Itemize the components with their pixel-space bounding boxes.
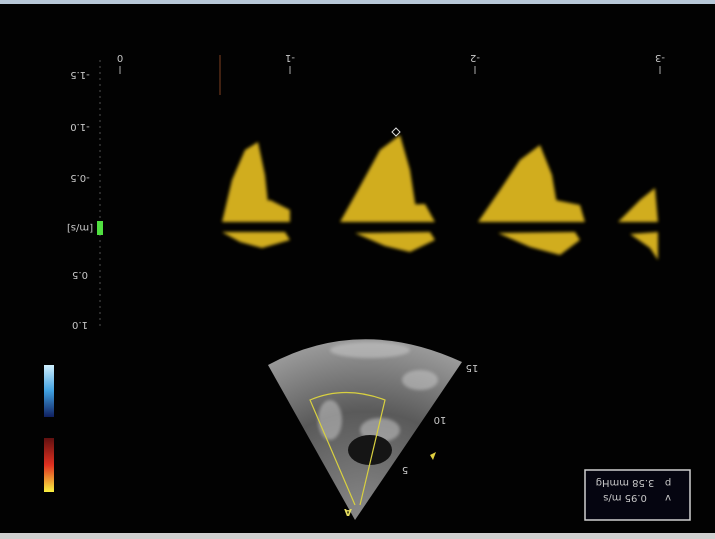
baseline-marker (97, 221, 103, 235)
measurements: p 3.58 mmHg v 0.95 m/s (596, 477, 672, 503)
sample-box (309, 391, 386, 506)
peak-marker (391, 127, 401, 137)
velocity-label: 1.0 (72, 319, 88, 330)
time-label: -3 (655, 52, 665, 63)
velocity-labels: -1.5 -1.0 -0.5 [m/s] 0.5 1.0 (67, 69, 93, 330)
depth-label: 10 (434, 414, 447, 425)
measurement-box (584, 469, 691, 521)
depth-label: 5 (402, 464, 408, 475)
time-label: -2 (470, 52, 480, 63)
measurement-label: v (665, 492, 671, 503)
color-bar-blue (44, 365, 54, 417)
measurement-value: 0.95 m/s (603, 492, 647, 503)
time-ticks: 0 -1 -2 -3 (117, 52, 665, 74)
focus-marker (430, 452, 436, 460)
top-edge (0, 0, 715, 4)
depth-label: 15 (466, 362, 479, 373)
velocity-label: 0.5 (72, 269, 88, 280)
measurement-label: p (665, 477, 671, 488)
probe-marker: A (344, 506, 352, 517)
echo-speckle (318, 342, 438, 442)
velocity-label: [m/s] (67, 222, 93, 233)
velocity-label: -1.5 (70, 69, 90, 80)
echo-chamber (348, 435, 392, 465)
time-label: 0 (117, 52, 123, 63)
depth-labels: 5 10 15 (402, 362, 479, 475)
measurement-value: 3.58 mmHg (596, 477, 655, 488)
color-bar-red (44, 438, 54, 492)
velocity-label: -0.5 (70, 172, 90, 183)
velocity-label: -1.0 (70, 121, 90, 132)
doppler-spectrum (222, 135, 658, 260)
bottom-edge (0, 533, 715, 539)
time-label: -1 (285, 52, 295, 63)
